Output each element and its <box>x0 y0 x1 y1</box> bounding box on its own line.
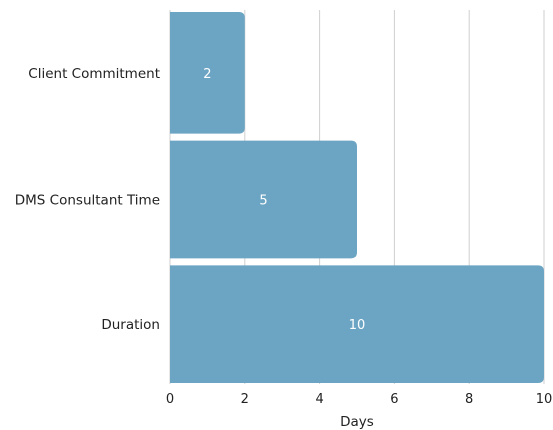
x-tick-label: 4 <box>315 392 323 407</box>
category-label: Client Commitment <box>28 66 160 82</box>
category-label: Duration <box>101 317 160 333</box>
category-label: DMS Consultant Time <box>15 193 160 209</box>
bar-dms-consultant-time <box>170 140 357 259</box>
x-tick-label: 0 <box>166 392 174 407</box>
x-tick-label: 10 <box>536 392 553 407</box>
x-tick-label: 8 <box>465 392 473 407</box>
y-axis-categories: Client Commitment DMS Consultant Time Dura… <box>15 66 160 333</box>
x-axis-ticks: 0 2 4 6 8 10 <box>166 392 552 407</box>
bar-value-label: 10 <box>349 318 366 333</box>
x-tick-label: 6 <box>390 392 398 407</box>
bar-value-label: 2 <box>203 67 211 82</box>
bar-duration <box>170 265 544 383</box>
x-axis-title: Days <box>340 414 374 430</box>
bars: 2 5 10 <box>170 12 544 383</box>
bar-client-commitment <box>170 12 245 134</box>
x-tick-label: 2 <box>241 392 249 407</box>
bar-value-label: 5 <box>259 194 267 209</box>
